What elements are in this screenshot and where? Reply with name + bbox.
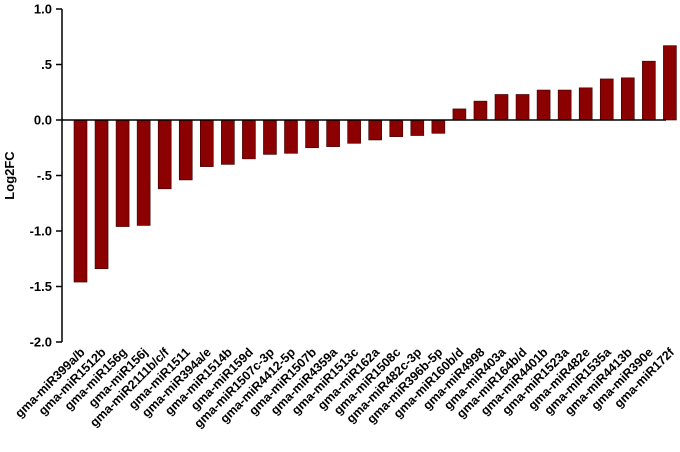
bar-gma-mir1507c-3p xyxy=(263,119,277,155)
y-axis-title: Log2FC xyxy=(2,151,17,200)
y-tick-label: 0.0 xyxy=(34,113,52,128)
bar-gma-mir482e xyxy=(578,87,593,121)
bar-gma-mir162a xyxy=(368,119,383,141)
bar-gma-mir172f xyxy=(663,45,677,121)
bar-gma-mir156j xyxy=(136,119,151,226)
y-tick-label: -1.0 xyxy=(30,224,52,239)
bar-gma-mir164b-d xyxy=(515,94,530,121)
bar-gma-mir396b-5p xyxy=(431,119,446,134)
y-tick-label: -1.5 xyxy=(30,279,52,294)
bar-gma-mir4413b xyxy=(620,77,635,121)
bar-gma-mir159d xyxy=(242,119,256,160)
bar-gma-mir1514b xyxy=(221,119,235,165)
bar-gma-mir1508c xyxy=(389,119,404,137)
bar-gma-mir399a-b xyxy=(73,119,88,283)
bar-gma-mir1507b xyxy=(305,119,319,149)
y-tick-label: -.5 xyxy=(37,168,52,183)
y-tick-label: 1.0 xyxy=(34,2,52,17)
bar-gma-mir1523a xyxy=(557,89,572,121)
bar-gma-mir1511 xyxy=(178,119,193,181)
x-axis-labels: gma-miR399a/bgma-miR1512bgma-miR156ggma-… xyxy=(12,344,677,430)
bars xyxy=(73,45,677,283)
y-axis-ticks: -2.0 -1.5 -1.0 -.5 0.0 .5 1.0 xyxy=(30,2,62,350)
bar-gma-mir160b-d xyxy=(452,108,467,121)
bar-gma-mir482c-3p xyxy=(410,119,425,136)
y-tick-label: .5 xyxy=(41,57,52,72)
bar-gma-mir4412-5p xyxy=(284,119,298,154)
bar-gma-mir4998 xyxy=(473,100,488,121)
bar-gma-mir156g xyxy=(115,119,130,227)
bar-gma-mir1512b xyxy=(94,119,109,270)
bar-gma-mir390e xyxy=(642,60,656,121)
y-tick-label: -2.0 xyxy=(30,335,52,350)
bar-gma-mir403a xyxy=(494,94,509,121)
bar-gma-mir1513c xyxy=(347,119,361,144)
bar-gma-mir2111b-c-f xyxy=(157,119,172,190)
bar-gma-mir394a-e xyxy=(200,119,214,167)
bar-gma-mir1535a xyxy=(599,78,614,121)
bar-gma-mir4359a xyxy=(326,119,340,147)
bar-gma-mir4401b xyxy=(536,89,551,121)
